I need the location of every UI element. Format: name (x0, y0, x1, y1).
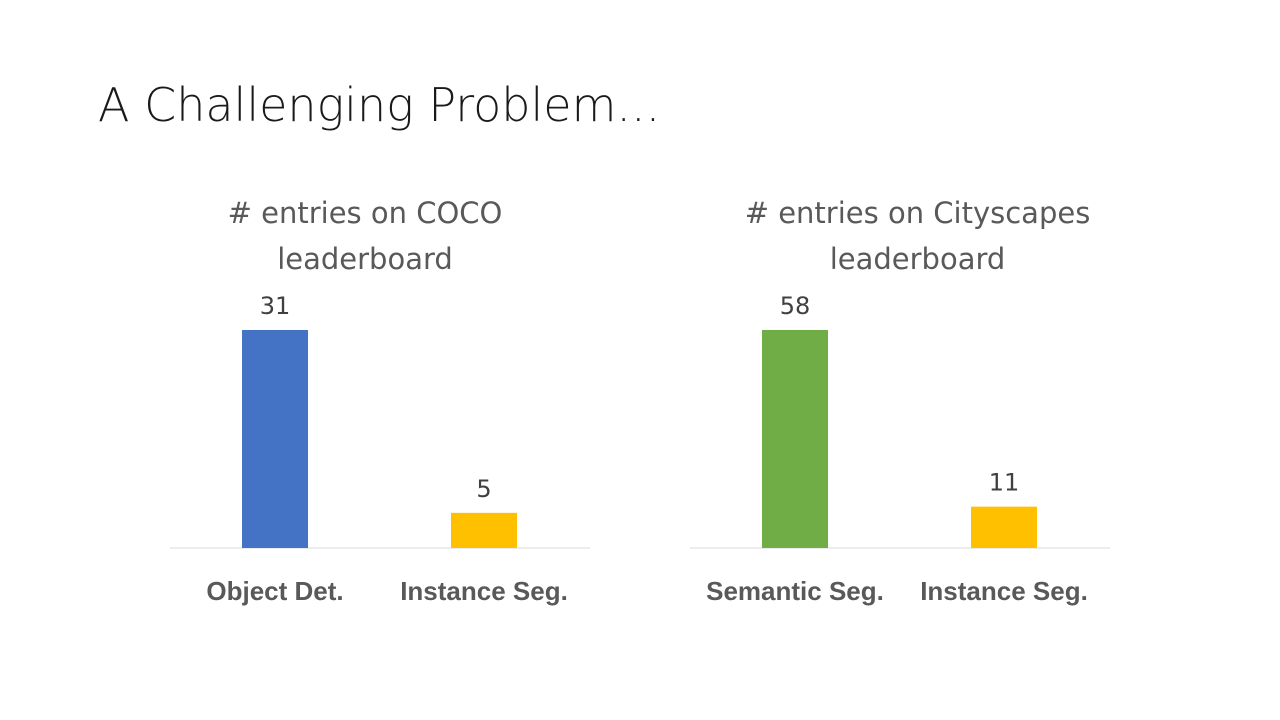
category-label: Object Det. (206, 576, 343, 606)
slide-title: A Challenging Problem... (98, 78, 661, 132)
data-label: 5 (476, 475, 491, 503)
chart-title: # entries on Cityscapes leaderboard (690, 190, 1145, 282)
chart-title: # entries on COCO leaderboard (170, 190, 560, 282)
chart-title-line: # entries on Cityscapes (744, 196, 1091, 230)
chart-title-line: leaderboard (277, 242, 453, 276)
coco-leaderboard-chart: # entries on COCO leaderboard 31 Object D… (170, 190, 590, 630)
bar-chart-plot: 31 Object Det. 5 Instance Seg. (170, 292, 590, 606)
cityscapes-leaderboard-chart: # entries on Cityscapes leaderboard 58 Se… (690, 190, 1110, 630)
chart-title-line: leaderboard (829, 242, 1006, 276)
chart-title-line: # entries on COCO (227, 196, 503, 230)
bar-chart-plot: 58 Semantic Seg. 11 Instance Seg. (690, 292, 1110, 606)
bar (242, 330, 308, 548)
category-label: Instance Seg. (400, 576, 568, 606)
category-label: Semantic Seg. (706, 576, 884, 606)
data-label: 11 (989, 469, 1020, 497)
data-label: 31 (260, 292, 291, 320)
bar (762, 330, 828, 548)
category-label: Instance Seg. (920, 576, 1088, 606)
data-label: 58 (780, 292, 811, 320)
bar (971, 506, 1037, 548)
bar (451, 512, 517, 548)
